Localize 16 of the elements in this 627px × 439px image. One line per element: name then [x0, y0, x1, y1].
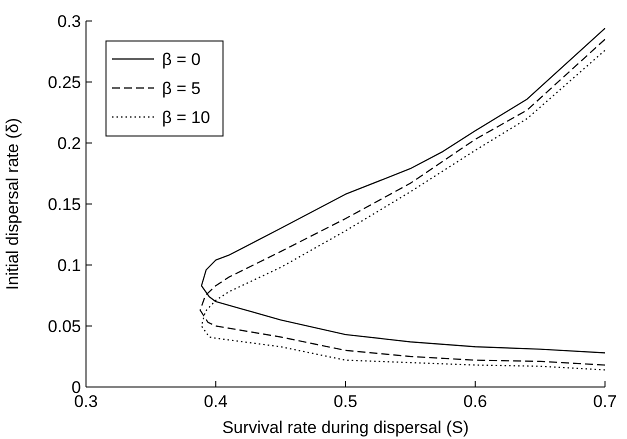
y-tick-label: 0.15 — [48, 195, 81, 214]
y-tick-label: 0.2 — [57, 134, 81, 153]
x-tick-label: 0.5 — [334, 392, 358, 411]
x-axis-title: Survival rate during dispersal (S) — [222, 418, 469, 437]
y-tick-label: 0.1 — [57, 256, 81, 275]
legend-label: β = 5 — [162, 79, 201, 98]
y-tick-label: 0.05 — [48, 317, 81, 336]
x-tick-label: 0.4 — [204, 392, 228, 411]
legend-label: β = 0 — [162, 50, 201, 69]
legend-label: β = 10 — [162, 108, 210, 127]
y-tick-label: 0.3 — [57, 12, 81, 31]
y-axis-title: Initial dispersal rate (δ) — [3, 118, 22, 290]
x-tick-label: 0.7 — [593, 392, 617, 411]
y-tick-label: 0.25 — [48, 73, 81, 92]
x-tick-label: 0.3 — [74, 392, 98, 411]
x-tick-label: 0.6 — [463, 392, 488, 411]
